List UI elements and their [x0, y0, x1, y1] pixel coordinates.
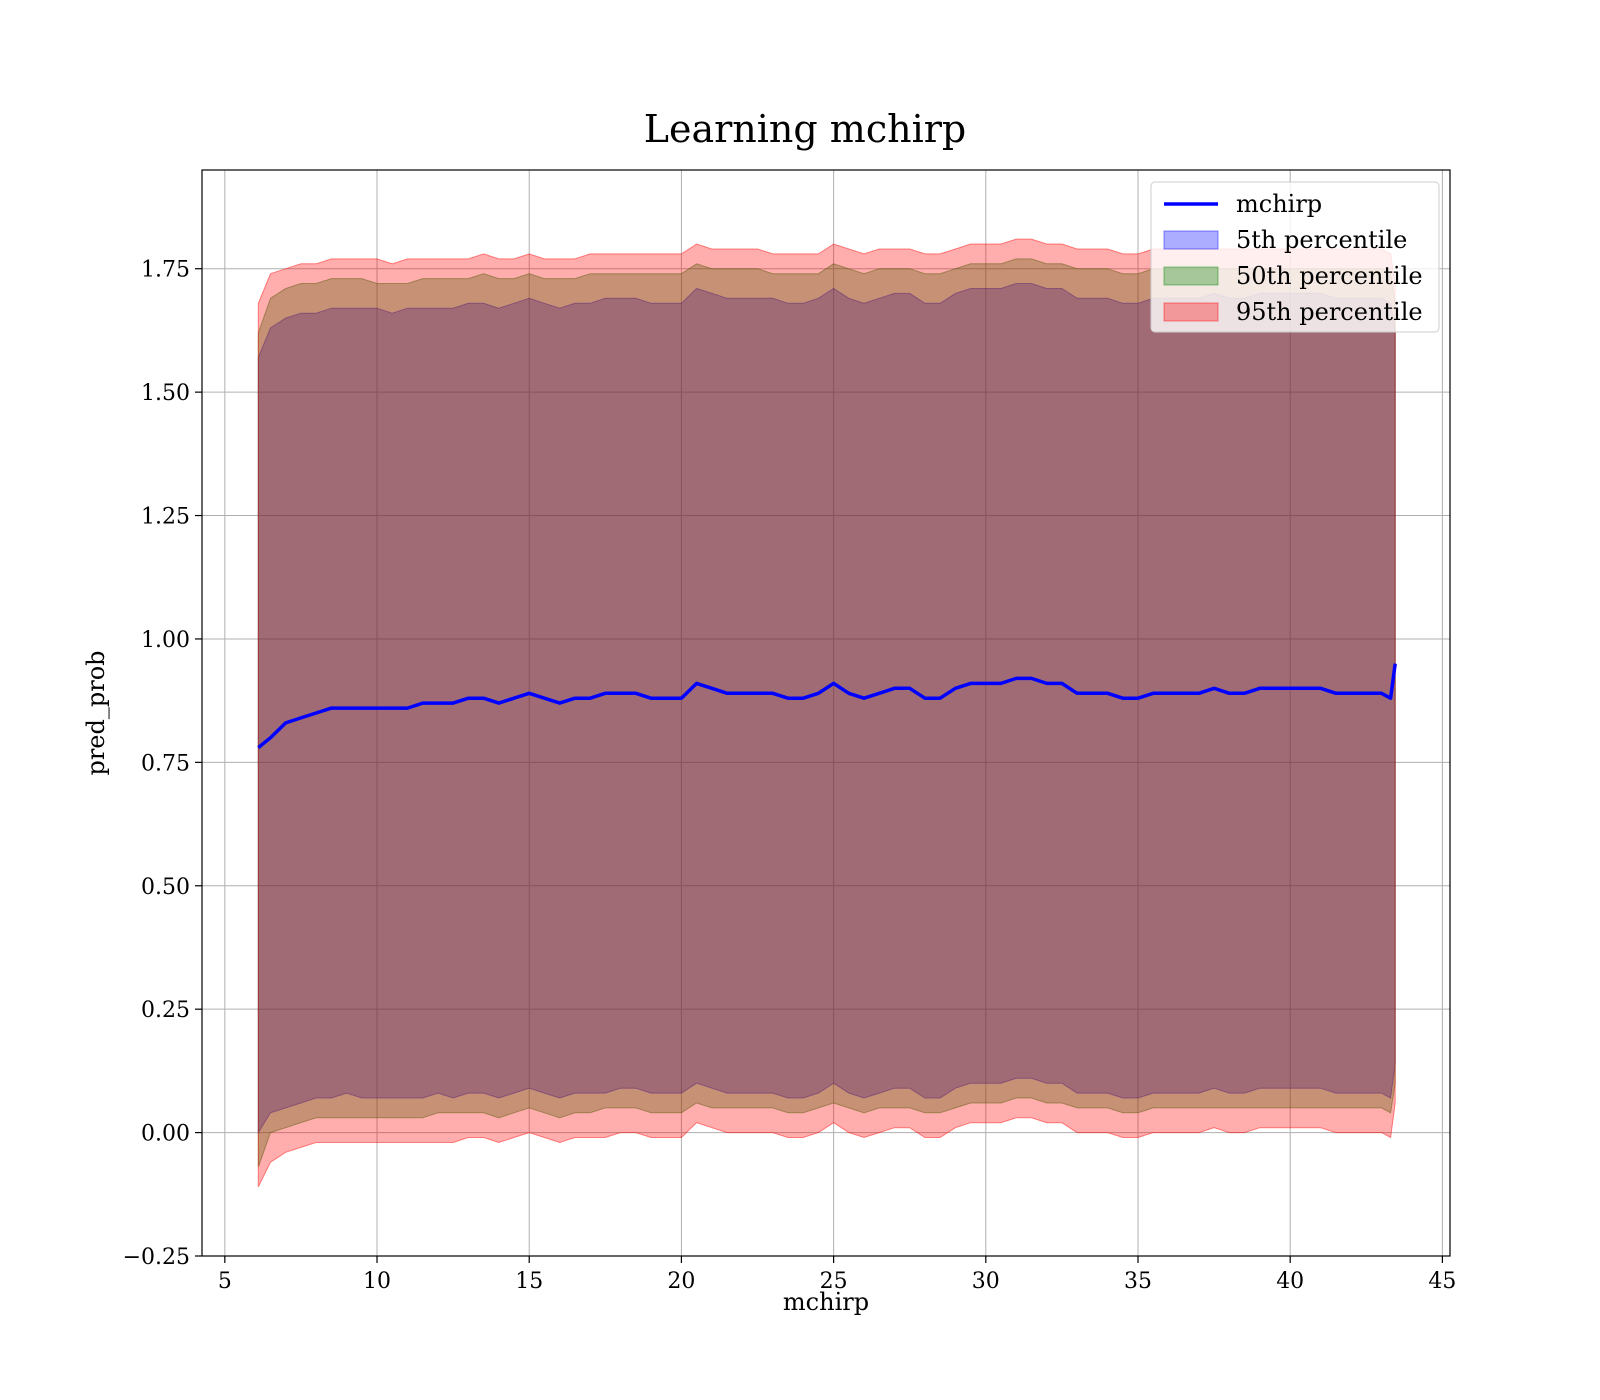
legend-label: 95th percentile: [1236, 298, 1423, 326]
y-tick-label: 1.50: [141, 381, 190, 406]
y-tick-label: −0.25: [123, 1245, 190, 1270]
y-ticks: −0.25 0.00 0.25 0.50 0.75 1.00 1.25 1.50 1.75: [123, 258, 202, 1270]
line-mchirp: [257, 663, 1397, 749]
y-tick-label: 0.00: [141, 1122, 190, 1147]
y-axis-label: pred_prob: [82, 650, 110, 775]
x-axis-label: mchirp: [783, 1288, 869, 1316]
legend-label: mchirp: [1236, 190, 1322, 218]
percentile-bands: [257, 238, 1396, 1188]
x-tick-label: 10: [363, 1269, 391, 1294]
x-tick-label: 15: [515, 1269, 543, 1294]
x-tick-label: 5: [218, 1269, 232, 1294]
x-ticks: 5 10 15 20 25 30 35 40 45: [218, 1256, 1456, 1294]
legend-swatch: [1163, 230, 1219, 250]
y-tick-label: 0.75: [141, 751, 190, 776]
legend-frame: [1150, 181, 1440, 333]
legend: mchirp 5th percentile 50th percentile 95th …: [1150, 181, 1440, 333]
legend-swatch: [1163, 266, 1219, 286]
series-lines: [257, 663, 1397, 749]
band-50th-percentile: [257, 258, 1396, 1168]
x-tick-label: 40: [1276, 1269, 1304, 1294]
y-tick-label: 0.50: [141, 875, 190, 900]
x-tick-label: 45: [1428, 1269, 1456, 1294]
plot-frame: [201, 169, 1451, 1257]
legend-swatch: [1163, 302, 1219, 322]
band-95th-percentile: [257, 238, 1396, 1188]
grid: [202, 170, 1450, 1257]
legend-label: 5th percentile: [1236, 226, 1407, 254]
x-tick-label: 25: [820, 1269, 848, 1294]
x-tick-label: 35: [1124, 1269, 1152, 1294]
x-tick-label: 30: [972, 1269, 1000, 1294]
band-5th-percentile: [257, 283, 1396, 1135]
y-tick-label: 1.00: [141, 628, 190, 653]
x-tick-label: 20: [667, 1269, 695, 1294]
y-tick-label: 1.75: [141, 258, 190, 283]
y-tick-label: 0.25: [141, 998, 190, 1023]
chart-title: Learning mchirp: [644, 107, 966, 151]
legend-label: 50th percentile: [1236, 262, 1423, 290]
y-tick-label: 1.25: [141, 505, 190, 530]
